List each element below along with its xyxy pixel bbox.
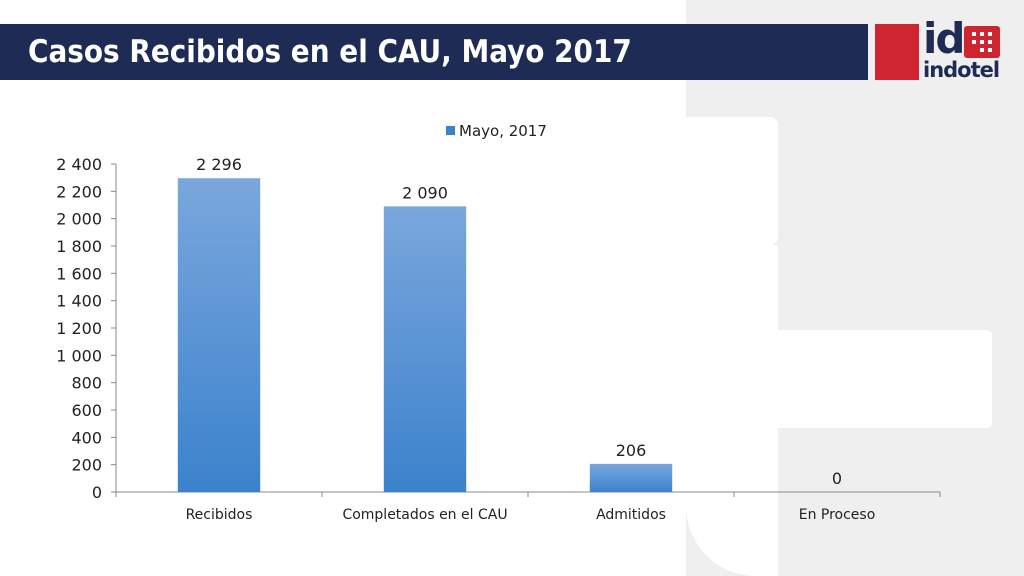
y-tick-label: 2 000 (56, 210, 102, 229)
data-label: 0 (832, 469, 842, 488)
background-card (726, 330, 992, 428)
bar (589, 463, 673, 492)
logo-name: indotel (923, 58, 1000, 82)
logo-grid-icon (964, 26, 1000, 58)
data-label: 2 296 (196, 155, 242, 174)
bar (383, 206, 467, 492)
y-tick-label: 1 400 (56, 292, 102, 311)
logo-mark: id (923, 14, 965, 63)
slide-title: Casos Recibidos en el CAU, Mayo 2017 (28, 34, 632, 70)
y-tick-label: 200 (71, 456, 102, 475)
y-tick-label: 0 (92, 483, 102, 502)
chart-legend: Mayo, 2017 (446, 122, 547, 140)
x-tick-label: Recibidos (186, 507, 253, 523)
y-tick-label: 800 (71, 374, 102, 393)
background-shape-upper (686, 117, 778, 245)
data-label: 206 (616, 441, 647, 460)
bar (177, 178, 261, 493)
y-tick-label: 1 800 (56, 237, 102, 256)
y-tick-label: 1 600 (56, 264, 102, 283)
y-tick-label: 2 400 (56, 155, 102, 174)
title-bar (0, 24, 868, 80)
data-label: 2 090 (402, 183, 448, 202)
x-tick-label: En Proceso (799, 507, 876, 523)
y-tick-label: 600 (71, 401, 102, 420)
y-tick-label: 400 (71, 428, 102, 447)
legend-swatch (446, 126, 455, 135)
x-tick-label: Admitidos (596, 507, 666, 523)
y-tick-label: 1 200 (56, 319, 102, 338)
logo-red-block (875, 24, 919, 80)
x-tick-label: Completados en el CAU (342, 507, 507, 523)
legend-label: Mayo, 2017 (459, 122, 547, 140)
y-tick-label: 2 200 (56, 182, 102, 201)
y-tick-label: 1 000 (56, 346, 102, 365)
